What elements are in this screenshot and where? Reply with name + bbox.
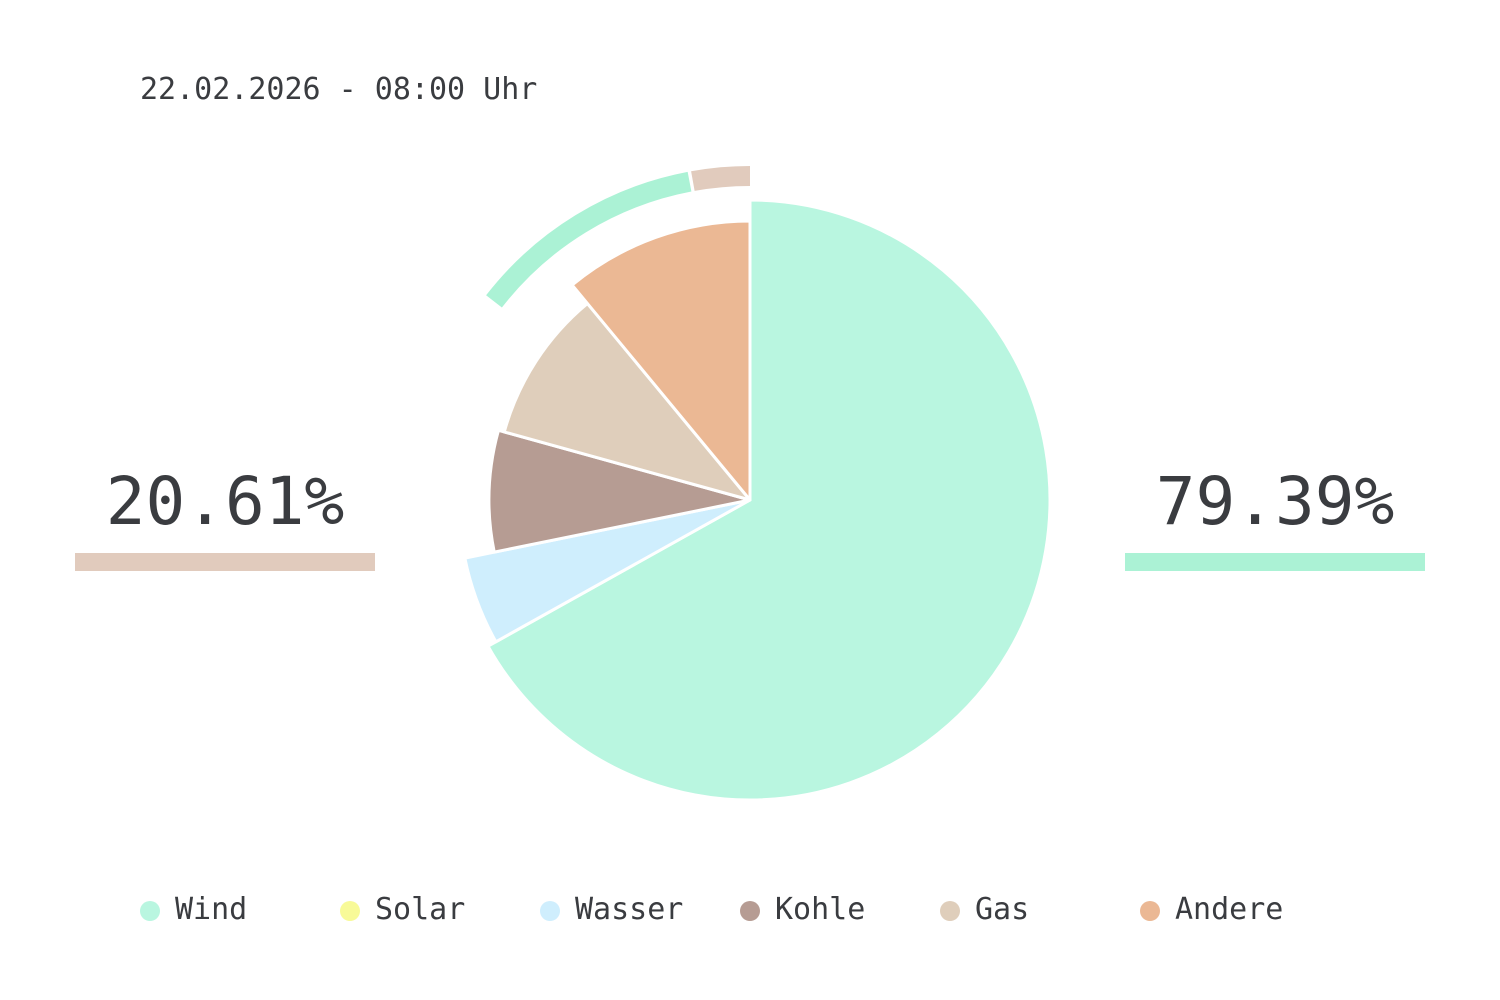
legend-dot-icon bbox=[140, 901, 160, 921]
non-renewable-summary: 20.61% bbox=[75, 462, 375, 571]
pie-slice-kohle[interactable] bbox=[487, 428, 752, 554]
renewable-bar bbox=[1125, 553, 1425, 571]
legend-label: Gas bbox=[975, 892, 1030, 927]
legend-label: Wind bbox=[175, 892, 248, 927]
legend-dot-icon bbox=[540, 901, 560, 921]
pie-slice-wind[interactable] bbox=[486, 198, 1052, 802]
renewable-summary: 79.39% bbox=[1125, 462, 1425, 571]
ring-segment-renewable bbox=[486, 171, 692, 308]
non-renewable-percentage: 20.61% bbox=[105, 463, 345, 540]
legend-label: Solar bbox=[375, 892, 466, 927]
pie-slice-andere[interactable] bbox=[570, 219, 752, 502]
legend-label: Wasser bbox=[575, 892, 684, 927]
non-renewable-bar bbox=[75, 553, 375, 571]
pie-slice-wasser[interactable] bbox=[463, 498, 752, 644]
legend-label: Andere bbox=[1175, 892, 1284, 927]
outer-ring bbox=[486, 166, 751, 308]
chart-timestamp: 22.02.2026 - 08:00 Uhr bbox=[140, 72, 538, 107]
pie-slices bbox=[463, 198, 1052, 802]
legend-dot-icon bbox=[340, 901, 360, 921]
legend-label: Kohle bbox=[775, 892, 866, 927]
renewable-percentage: 79.39% bbox=[1155, 463, 1395, 540]
pie-slice-gas[interactable] bbox=[502, 302, 752, 502]
legend-dot-icon bbox=[1140, 901, 1160, 921]
ring-segment-non-renewable bbox=[691, 166, 751, 191]
legend-dot-icon bbox=[940, 901, 960, 921]
legend-dot-icon bbox=[740, 901, 760, 921]
